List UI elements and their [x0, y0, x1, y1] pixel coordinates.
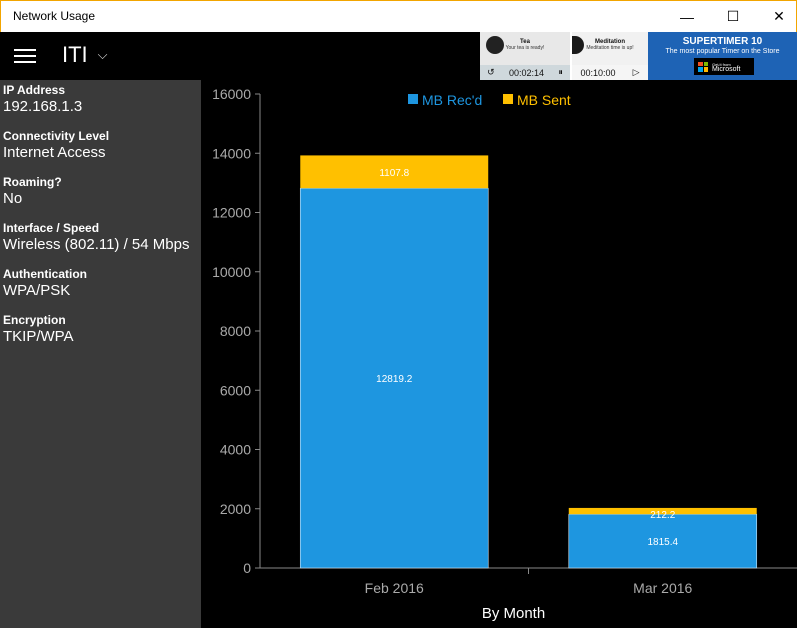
bar-data-label: 212.2 [650, 510, 675, 521]
property-roaming: Roaming? No [3, 175, 62, 207]
property-value: No [3, 190, 23, 207]
usage-chart-svg: 0 2000 4000 6000 8000 10000 12000 14000 16000 128… [212, 86, 797, 622]
y-tick-label: 6000 [220, 382, 251, 398]
bar-segment-received [299, 187, 489, 569]
x-tick-label: Feb 2016 [365, 580, 424, 596]
ad-card-controls: ↺ 00:02:14 ⏸ [480, 65, 570, 80]
property-label: Authentication [3, 267, 87, 281]
property-label: Interface / Speed [3, 221, 100, 235]
ad-card-controls: 00:10:00 ▷ [572, 65, 648, 80]
microsoft-logo-icon [698, 61, 708, 72]
ad-card-time: 00:02:14 [508, 67, 545, 78]
window-title: Network Usage [13, 9, 96, 23]
ad-card-time: 00:10:00 [580, 67, 616, 78]
ad-card-title: Tea [520, 39, 530, 45]
ad-card-title: Meditation [595, 39, 625, 45]
ad-card-subtitle: Meditation time is up! [586, 45, 634, 51]
y-tick-label: 2000 [220, 501, 251, 517]
bar-data-label: 1107.8 [379, 168, 409, 179]
ad-promo-subtitle: The most popular Timer on the Store [665, 48, 780, 55]
y-tick-label: 12000 [212, 205, 251, 221]
pause-icon: ⏸ [558, 67, 563, 77]
network-info-panel: IP Address 192.168.1.3 Connectivity Leve… [0, 80, 201, 628]
usage-chart: 0 2000 4000 6000 8000 10000 12000 14000 16000 128… [201, 80, 797, 628]
bar-segment-sent [300, 155, 489, 189]
minimize-button[interactable]: — [680, 8, 694, 25]
legend-label: MB Rec'd [422, 92, 482, 108]
tea-cup-icon [486, 36, 504, 54]
property-connectivity-level: Connectivity Level Internet Access [3, 129, 109, 161]
ad-timer-card-meditation: Meditation Meditation time is up! 00:10:… [572, 32, 648, 80]
ad-banner[interactable]: Tea Your tea is ready! ↺ 00:02:14 ⏸ Medi… [480, 32, 797, 80]
x-axis-title: By Month [482, 605, 545, 622]
ad-promo[interactable]: SUPERTIMER 10 The most popular Timer on … [648, 32, 797, 80]
profile-name: ITI [62, 42, 88, 67]
legend-swatch-received [408, 94, 418, 104]
y-tick-label: 4000 [220, 442, 251, 458]
x-tick-label: Mar 2016 [633, 580, 692, 596]
bar-data-label: 1815.4 [647, 537, 678, 548]
property-label: Connectivity Level [3, 129, 110, 143]
ad-timer-card-tea: Tea Your tea is ready! ↺ 00:02:14 ⏸ [480, 32, 570, 80]
chevron-down-icon: ⌵ [97, 47, 108, 62]
title-bar: Network Usage — ☐ ✕ [0, 0, 797, 32]
legend-label: MB Sent [517, 92, 571, 108]
maximize-button[interactable]: ☐ [726, 8, 740, 24]
property-label: IP Address [3, 83, 66, 97]
property-authentication: Authentication WPA/PSK [3, 267, 87, 299]
profile-selector[interactable]: ITI ⌵ [62, 42, 108, 68]
legend-swatch-sent [503, 94, 513, 104]
bar-segment-sent [568, 507, 757, 515]
ad-card-subtitle: Your tea is ready! [505, 45, 545, 51]
property-label: Encryption [3, 313, 66, 327]
y-tick-label: 14000 [212, 145, 251, 161]
bar-segment-received [568, 513, 758, 569]
play-icon: ▷ [632, 67, 640, 77]
property-value: Wireless (802.11) / 54 Mbps [3, 236, 190, 253]
ad-promo-title: SUPERTIMER 10 [682, 36, 763, 47]
bar-data-label: 12819.2 [376, 374, 413, 385]
property-value: Internet Access [3, 144, 106, 161]
microsoft-store-badge[interactable]: Get it from Microsoft [694, 58, 754, 75]
property-ip-address: IP Address 192.168.1.3 [3, 83, 82, 115]
y-tick-label: 8000 [220, 323, 251, 339]
property-label: Roaming? [3, 175, 62, 189]
y-tick-label: 10000 [212, 264, 251, 280]
y-tick-label: 0 [243, 560, 251, 576]
restart-icon: ↺ [487, 67, 495, 77]
meditation-icon [572, 36, 584, 54]
property-interface-speed: Interface / Speed Wireless (802.11) / 54… [3, 221, 189, 253]
y-tick-label: 16000 [212, 86, 251, 102]
hamburger-icon[interactable] [14, 49, 36, 63]
property-value: WPA/PSK [3, 282, 71, 299]
store-badge-big-text: Microsoft [712, 65, 741, 73]
close-button[interactable]: ✕ [773, 8, 785, 24]
store-badge-small-text: Get it from [712, 61, 731, 67]
property-value: TKIP/WPA [3, 328, 74, 345]
property-encryption: Encryption TKIP/WPA [3, 313, 74, 345]
property-value: 192.168.1.3 [3, 98, 83, 115]
